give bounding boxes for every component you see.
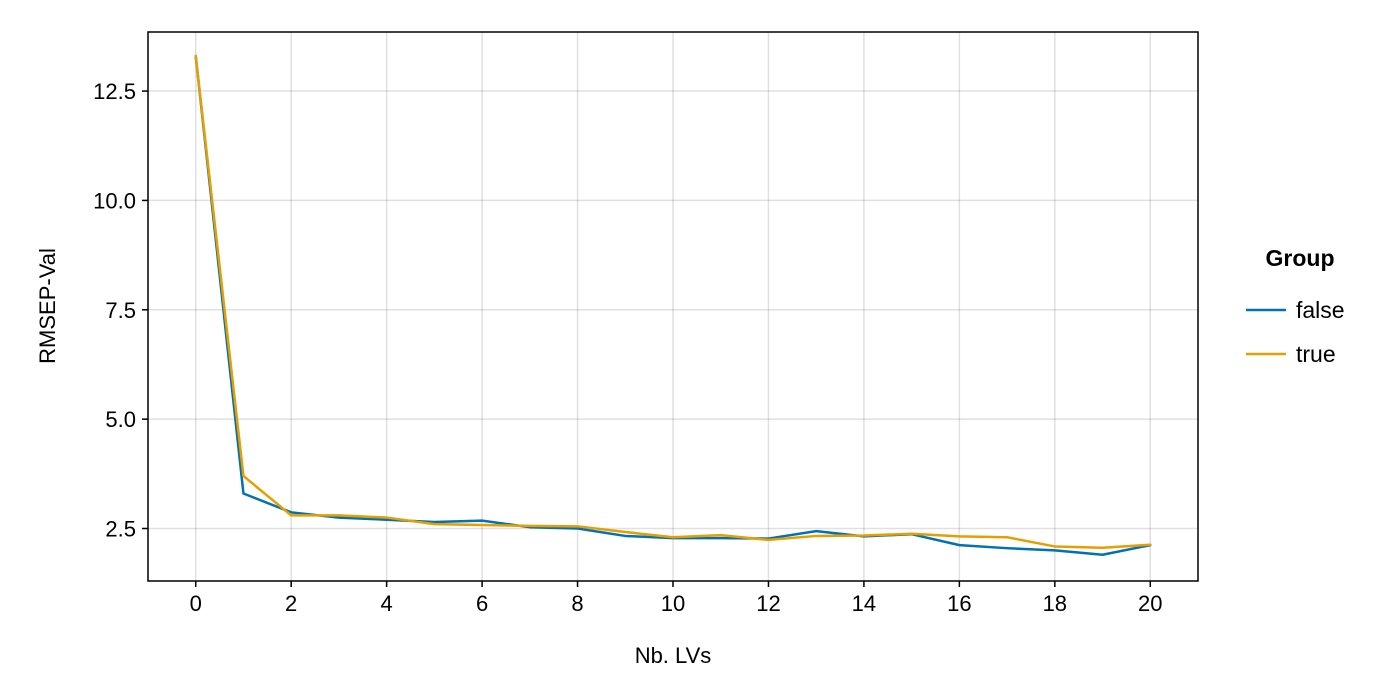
- x-tick-label: 2: [285, 591, 297, 616]
- x-tick-label: 16: [947, 591, 971, 616]
- series-line-true: [194, 54, 1152, 549]
- x-tick-label: 8: [571, 591, 583, 616]
- x-tick-label: 12: [756, 591, 780, 616]
- x-axis-label: Nb. LVs: [635, 643, 712, 668]
- x-tick-label: 18: [1043, 591, 1067, 616]
- legend-label-false: false: [1296, 297, 1345, 323]
- y-axis-label: RMSEP-Val: [35, 248, 60, 364]
- y-tick-label: 7.5: [105, 298, 136, 323]
- x-tick-label: 20: [1138, 591, 1162, 616]
- x-tick-label: 10: [661, 591, 685, 616]
- y-tick-label: 2.5: [105, 517, 136, 542]
- y-tick-label: 5.0: [105, 407, 136, 432]
- x-tick-label: 0: [190, 591, 202, 616]
- axis-ticks: 0 2 4 6 8 10 12 14 16 18 20 2.5 5.0 7.5 10.0 12.5: [93, 79, 1162, 616]
- y-tick-label: 12.5: [93, 79, 136, 104]
- legend: Group false true: [1246, 245, 1345, 367]
- legend-title: Group: [1266, 245, 1335, 271]
- series-lines: [194, 54, 1152, 556]
- y-tick-label: 10.0: [93, 188, 136, 213]
- legend-label-true: true: [1296, 341, 1336, 367]
- grid-lines: [148, 32, 1198, 581]
- x-tick-label: 6: [476, 591, 488, 616]
- x-tick-label: 4: [381, 591, 393, 616]
- x-tick-label: 14: [852, 591, 876, 616]
